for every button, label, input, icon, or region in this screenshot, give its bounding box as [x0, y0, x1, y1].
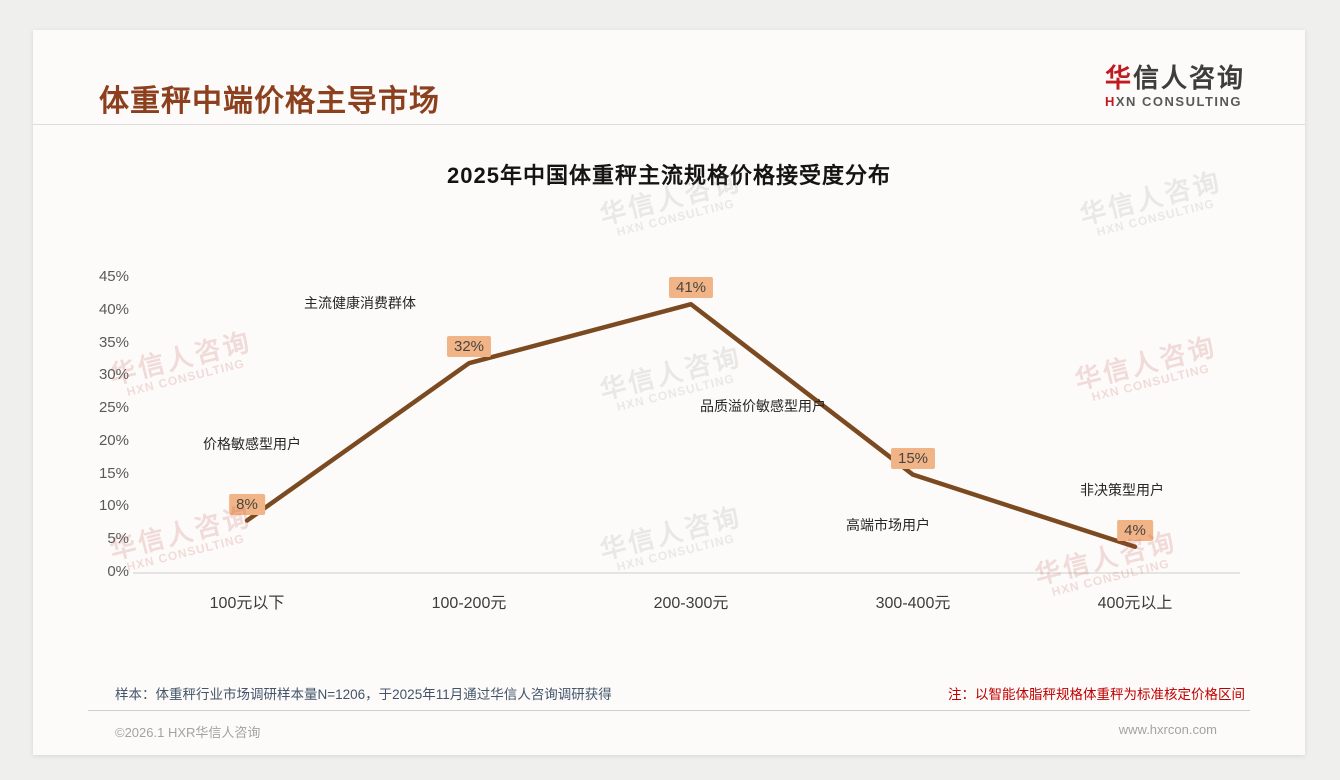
footer-divider [88, 710, 1250, 711]
y-axis-tick-label: 35% [98, 333, 129, 351]
y-axis-tick-label: 10% [98, 497, 129, 515]
x-axis-category-label: 300-400元 [875, 595, 951, 612]
y-axis-tick-label: 25% [98, 399, 129, 417]
page-title: 体重秤中端价格主导市场 [99, 85, 440, 118]
slide-card: 体重秤中端价格主导市场 华信人咨询 HXN CONSULTING 2025年中国… [33, 30, 1305, 755]
y-axis-tick-label: 5% [107, 530, 129, 548]
line-chart: 0% 5% 10% 15% 20% 25% 30% 35% 40% 45% 100元以下 100-20… [33, 130, 1305, 640]
y-axis-tick-label: 30% [98, 366, 129, 384]
y-axis-tick-label: 40% [98, 300, 129, 318]
logo-en-rest: XN CONSULTING [1115, 93, 1243, 109]
x-axis-category-label: 200-300元 [653, 595, 729, 612]
logo-en-accent: H [1104, 93, 1116, 109]
header-divider [33, 124, 1305, 125]
segment-annotation: 高端市场用户 [846, 517, 930, 533]
chart-canvas [133, 301, 1240, 574]
x-axis-category-label: 100-200元 [431, 595, 507, 612]
company-logo: 华信人咨询 HXN CONSULTING [1105, 64, 1245, 109]
copyright: ©2026.1 HXR华信人咨询 [115, 725, 261, 740]
website-url: www.hxrcon.com [1118, 722, 1217, 737]
y-axis-tick-label: 15% [98, 464, 129, 482]
chart-title: 2025年中国体重秤主流规格价格接受度分布 [447, 163, 891, 188]
segment-annotation: 品质溢价敏感型用户 [700, 398, 826, 414]
y-axis-tick-label: 20% [98, 431, 129, 449]
x-axis-category-label: 100元以下 [209, 595, 285, 612]
data-point-label: 32% [446, 336, 492, 358]
segment-annotation: 价格敏感型用户 [203, 436, 301, 452]
sample-note: 样本：体重秤行业市场调研样本量N=1206，于2025年11月通过华信人咨询调研… [115, 687, 612, 702]
data-point-label: 41% [668, 277, 714, 299]
logo-chinese-name: 华信人咨询 [1105, 64, 1245, 93]
acceptance-data-line [244, 301, 1138, 550]
logo-zh-rest: 信人咨询 [1132, 63, 1245, 93]
data-point-label: 4% [1117, 519, 1153, 541]
logo-english-name: HXN CONSULTING [1105, 94, 1245, 109]
data-point-label: 8% [229, 493, 265, 515]
segment-annotation: 主流健康消费群体 [304, 295, 416, 311]
x-axis-category-label: 400元以上 [1097, 595, 1173, 612]
data-point-label: 15% [890, 447, 936, 469]
y-axis-tick-label: 0% [107, 563, 129, 580]
y-axis-tick-label: 45% [98, 268, 129, 285]
segment-annotation: 非决策型用户 [1080, 482, 1164, 498]
logo-zh-accent: 华 [1104, 63, 1133, 93]
price-definition-note: 注：以智能体脂秤规格体重秤为标准核定价格区间 [948, 687, 1245, 702]
